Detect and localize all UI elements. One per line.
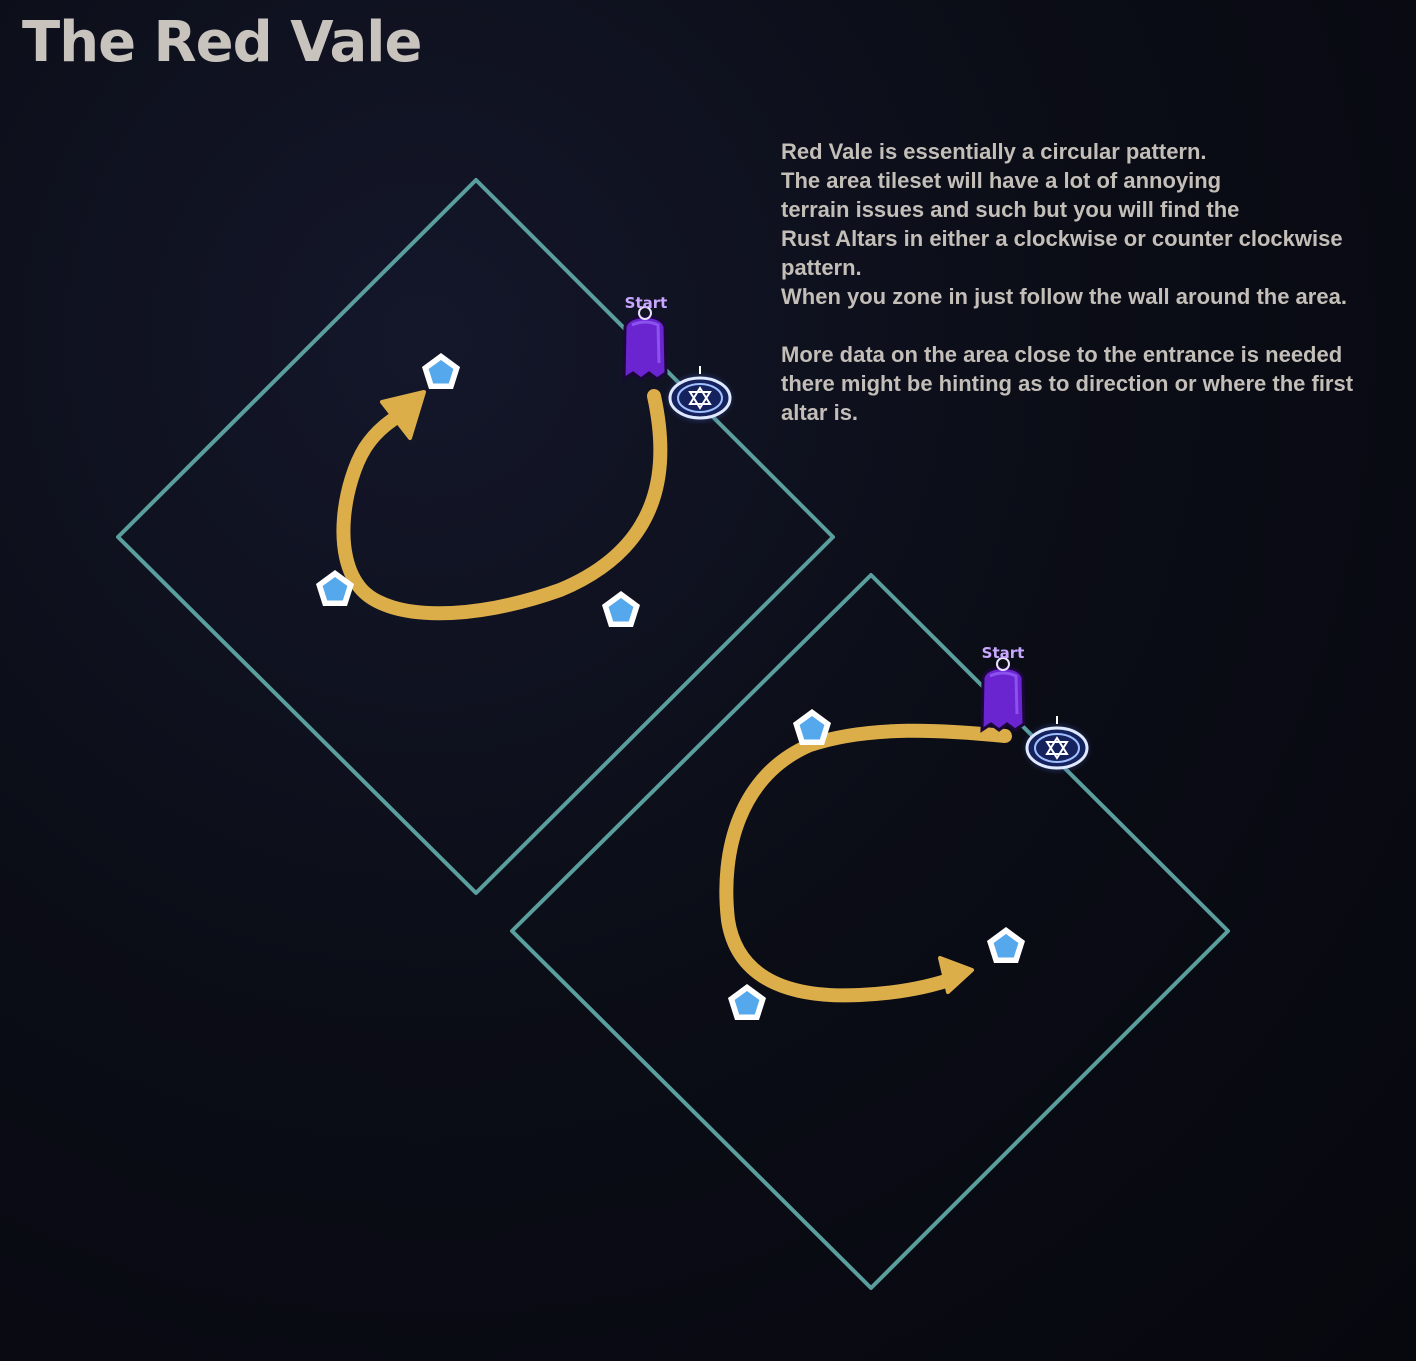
route-arrow [336,389,668,621]
rust-altar-icon [422,353,460,389]
waypoint-portal-icon [1019,714,1095,777]
page-title: The Red Vale [22,10,422,75]
rust-altar-icon [987,927,1025,963]
note-line: Red Vale is essentially a circular patte… [781,139,1207,164]
note-line: The area tileset will have a lot of anno… [781,168,1222,193]
route-arrowhead [380,390,426,440]
map-counter-variant: Start [510,573,1230,1290]
rust-altar-icon [602,591,640,627]
area-boundary [510,573,1230,1290]
start-marker-icon [622,305,668,381]
note-line: pattern. [781,255,862,280]
waypoint-portal-icon [662,364,738,427]
start-marker-icon [980,656,1026,732]
map-clockwise-variant: Start [116,178,835,895]
rust-altar-icon [728,984,766,1020]
note-line: When you zone in just follow the wall ar… [781,284,1347,309]
route-arrowhead [938,956,974,994]
note-line: More data on the area close to the entra… [781,342,1343,367]
rust-altar-icon [793,709,831,745]
guide-notes: Red Vale is essentially a circular patte… [781,137,1381,427]
note-line: altar is. [781,400,859,425]
area-boundary [116,178,835,895]
route-arrow [719,723,1012,1003]
note-line: Rust Altars in either a clockwise or cou… [781,226,1343,251]
start-label: Start [982,644,1025,662]
note-line: terrain issues and such but you will fin… [781,197,1240,222]
note-line: there might be hinting as to direction o… [781,371,1354,396]
start-label: Start [625,294,668,312]
